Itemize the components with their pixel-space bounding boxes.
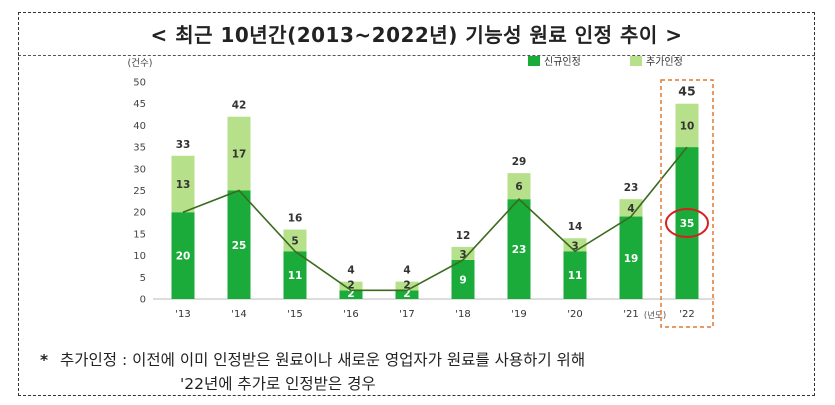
y-tick-label: 50 <box>133 78 146 89</box>
bar-added-4 <box>395 281 419 291</box>
total-label: 4 <box>347 265 354 277</box>
data-label-new: 25 <box>232 240 247 252</box>
x-tick-label: '13 <box>175 309 190 320</box>
bar-new-7 <box>563 251 587 299</box>
x-unit-label: (년도) <box>644 310 666 321</box>
data-label-new: 2 <box>347 288 354 300</box>
data-label-added: 2 <box>403 279 410 291</box>
y-tick-label: 15 <box>133 229 146 240</box>
x-tick-label: '14 <box>231 309 246 320</box>
footnote-line-2: '22년에 추가로 인정받은 경우 <box>180 375 376 393</box>
highlight-box <box>660 79 714 328</box>
total-label: 42 <box>232 100 247 112</box>
bar-added-3 <box>339 281 363 291</box>
y-tick-label: 20 <box>133 208 146 219</box>
data-label-new: 2 <box>403 288 410 300</box>
y-tick-label: 0 <box>140 295 146 306</box>
data-label-new: 9 <box>459 274 466 286</box>
x-tick-label: '17 <box>399 309 414 320</box>
x-tick-label: '16 <box>343 309 358 320</box>
data-label-added: 4 <box>627 203 634 215</box>
x-tick-label: '22 <box>679 309 694 320</box>
total-label: 16 <box>288 213 303 225</box>
total-label: 14 <box>568 221 583 233</box>
stacked-bar-chart: (건수)05101520253035404550201333'13251742'… <box>128 56 715 328</box>
bar-added-8 <box>619 199 643 217</box>
total-label: 29 <box>512 156 527 168</box>
bar-new-3 <box>339 290 363 299</box>
bar-added-1 <box>227 116 251 191</box>
total-label: 23 <box>624 182 639 194</box>
chart-title: < 최근 10년간(2013~2022년) 기능성 원료 인정 추이 > <box>18 12 815 56</box>
data-label-added: 2 <box>347 279 354 291</box>
data-label-new: 11 <box>288 270 303 282</box>
x-tick-label: '15 <box>287 309 302 320</box>
y-tick-label: 10 <box>133 251 146 262</box>
bar-added-9 <box>675 103 699 148</box>
y-tick-label: 5 <box>140 273 146 284</box>
data-label-added: 3 <box>459 249 466 261</box>
footnote: * 추가인정 : 이전에 이미 인정받은 원료이나 새로운 영업자가 원료를 사용… <box>40 348 810 396</box>
total-label: 12 <box>456 230 471 242</box>
bar-added-0 <box>171 155 195 213</box>
data-label-added: 5 <box>291 235 298 247</box>
x-tick-label: '20 <box>567 309 582 320</box>
highlight-circle <box>665 208 709 239</box>
total-label: 45 <box>678 84 695 99</box>
legend-swatch-new <box>528 56 540 66</box>
x-tick-label: '18 <box>455 309 470 320</box>
legend-label-new: 신규인정 <box>544 56 581 68</box>
data-label-added: 17 <box>232 149 247 161</box>
y-tick-label: 45 <box>133 99 146 110</box>
data-label-added: 10 <box>680 120 695 132</box>
x-tick-label: '21 <box>623 309 638 320</box>
x-tick-label: '19 <box>511 309 526 320</box>
bar-new-0 <box>171 212 195 299</box>
data-label-new: 19 <box>624 253 639 265</box>
bar-new-5 <box>451 259 475 299</box>
y-tick-label: 35 <box>133 143 146 154</box>
bar-added-6 <box>507 173 531 200</box>
outer-frame <box>18 12 815 396</box>
bar-new-9 <box>675 147 699 299</box>
data-label-new: 23 <box>512 244 527 256</box>
bar-new-8 <box>619 216 643 299</box>
total-label: 4 <box>403 265 410 277</box>
data-label-added: 6 <box>515 181 522 193</box>
data-label-added: 3 <box>571 240 578 252</box>
footnote-mark: * <box>40 351 49 369</box>
bar-new-2 <box>283 251 307 299</box>
y-unit-label: (건수) <box>128 58 153 69</box>
y-tick-label: 40 <box>133 121 146 132</box>
footnote-line-1: * 추가인정 : 이전에 이미 인정받은 원료이나 새로운 영업자가 원료를 사용… <box>40 348 810 372</box>
legend-swatch-added <box>630 56 642 66</box>
y-tick-label: 30 <box>133 164 146 175</box>
data-label-new: 11 <box>568 270 583 282</box>
trend-line <box>182 146 688 292</box>
total-label: 33 <box>176 139 191 151</box>
legend-label-added: 추가인정 <box>646 56 683 68</box>
bar-new-1 <box>227 190 251 299</box>
bar-new-6 <box>507 199 531 299</box>
data-label-new: 20 <box>176 251 191 263</box>
data-label-added: 13 <box>176 179 191 191</box>
data-label-new: 35 <box>680 218 695 230</box>
bar-added-5 <box>451 246 475 260</box>
bar-new-4 <box>395 290 419 299</box>
footnote-text-1: 추가인정 : 이전에 이미 인정받은 원료이나 새로운 영업자가 원료를 사용하… <box>60 351 586 369</box>
y-tick-label: 25 <box>133 186 146 197</box>
